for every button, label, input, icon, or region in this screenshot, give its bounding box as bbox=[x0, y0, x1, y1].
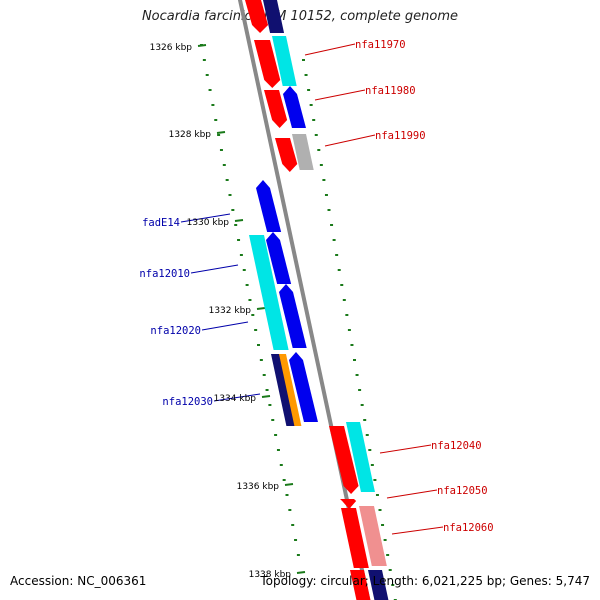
gene-arrow bbox=[245, 0, 269, 33]
gene-arrow bbox=[266, 232, 292, 284]
gene-arrow bbox=[341, 508, 369, 568]
gene-arrow bbox=[350, 570, 371, 600]
gene-arrow bbox=[359, 506, 387, 566]
gene-arrow bbox=[346, 422, 375, 492]
scale-label: 1326 kbp bbox=[150, 43, 193, 53]
scale-major-tick bbox=[261, 395, 271, 398]
gene-label-reverse: nfa12030 bbox=[162, 396, 213, 408]
map-title: Nocardia farcinica IFM 10152, complete g… bbox=[141, 9, 459, 24]
gene-arrow bbox=[329, 426, 359, 494]
scale-ticks bbox=[197, 44, 397, 600]
scale-major-tick bbox=[197, 44, 207, 47]
label-leader bbox=[213, 393, 261, 402]
label-leader bbox=[386, 489, 438, 499]
scale-major-tick bbox=[256, 307, 266, 310]
scale-major-tick bbox=[296, 571, 306, 574]
gene-features bbox=[245, 0, 389, 600]
gene-label-reverse: nfa12020 bbox=[150, 325, 201, 337]
gene-arrow bbox=[264, 90, 288, 128]
gene-label-forward: nfa12050 bbox=[437, 485, 488, 497]
gene-arrow bbox=[272, 36, 297, 86]
label-leader bbox=[324, 134, 376, 147]
label-leader bbox=[190, 264, 239, 274]
accession-text: Accession: NC_006361 bbox=[10, 574, 147, 588]
gene-arrow bbox=[279, 284, 307, 348]
gene-arrow bbox=[340, 499, 357, 509]
gene-arrow bbox=[283, 86, 306, 128]
scale-label: 1330 kbp bbox=[187, 218, 230, 228]
gene-label-forward: nfa12060 bbox=[443, 522, 494, 534]
gene-arrow bbox=[271, 354, 296, 426]
scale-label: 1334 kbp bbox=[214, 394, 257, 404]
label-leader bbox=[180, 213, 231, 223]
gene-labels: nfa11970 nfa11980 nfa11990 nfa12040 nfa12050… bbox=[139, 39, 494, 535]
gene-label-forward: nfa12040 bbox=[431, 440, 482, 452]
scale-labels: 1326 kbp 1328 kbp 1330 kbp 1332 kbp 1334 kbp… bbox=[150, 43, 292, 580]
label-leader bbox=[391, 526, 444, 535]
gene-label-forward: nfa11980 bbox=[365, 85, 416, 97]
label-leader bbox=[379, 444, 432, 454]
gene-label-forward: nfa11970 bbox=[355, 39, 406, 51]
scale-label: 1336 kbp bbox=[237, 482, 280, 492]
gene-arrow bbox=[263, 0, 285, 33]
gene-arrow bbox=[292, 134, 314, 170]
gene-arrow bbox=[249, 235, 289, 350]
scale-major-tick bbox=[234, 219, 244, 222]
scale-major-tick bbox=[284, 483, 294, 486]
gene-label-reverse: fadE14 bbox=[142, 217, 180, 229]
gene-arrow bbox=[254, 40, 281, 88]
gene-arrow bbox=[279, 354, 302, 426]
gene-label-reverse: nfa12010 bbox=[139, 268, 190, 280]
gene-arrow bbox=[368, 570, 389, 600]
label-leader bbox=[201, 321, 249, 331]
gene-arrow bbox=[275, 138, 298, 172]
label-leader bbox=[314, 89, 366, 101]
scale-label: 1328 kbp bbox=[169, 130, 212, 140]
gene-label-forward: nfa11990 bbox=[375, 130, 426, 142]
scale-label: 1332 kbp bbox=[209, 306, 252, 316]
scale-major-tick bbox=[216, 131, 226, 134]
label-leader bbox=[304, 43, 356, 56]
genome-stats-text: Topology: circular; Length: 6,021,225 bp… bbox=[260, 574, 590, 588]
scale-label: 1338 kbp bbox=[249, 570, 292, 580]
gene-arrow bbox=[289, 352, 318, 422]
gene-arrow bbox=[256, 180, 282, 232]
